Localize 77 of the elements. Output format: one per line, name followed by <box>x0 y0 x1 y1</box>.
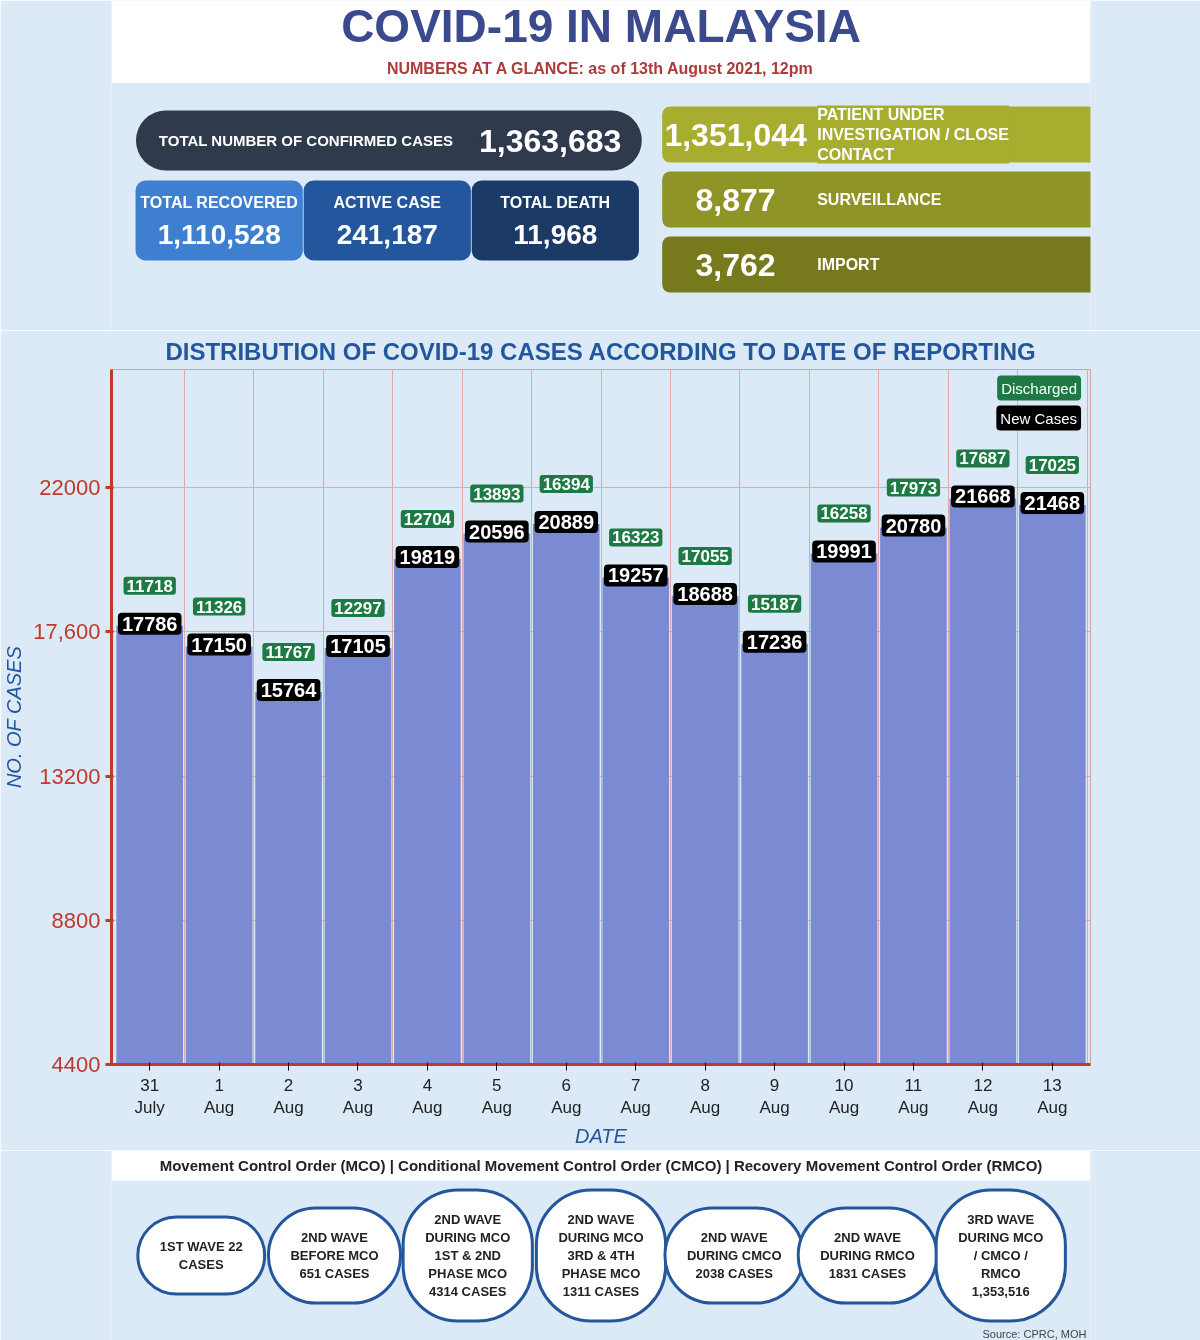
data-label: 19819 <box>399 546 456 569</box>
category-label: TOTAL DEATH <box>500 194 611 211</box>
annotation: 17055 <box>681 547 729 567</box>
category-label: ACTIVE CASE <box>333 194 442 211</box>
x-axis-title: DATE <box>575 1125 628 1148</box>
y-tick-label: 4400 <box>51 1052 101 1077</box>
x-tick-label: 12 Aug <box>967 1075 999 1118</box>
x-tick-label: 2 Aug <box>273 1075 304 1118</box>
text: 1,110,528 <box>157 219 281 250</box>
annotation: 17025 <box>1028 455 1076 475</box>
chart-title: DISTRIBUTION OF COVID-19 CASES ACCORDING TO DATE OF REPORTING <box>165 337 1036 365</box>
text: 3RD WAVE DURING MCO / CMCO / RMCO 1,353,516 <box>958 1212 1044 1299</box>
text: Movement Control Order (MCO) | Conditional Movement Control Order (CMCO) | Recovery Movement Control Order (RMCO) <box>159 1157 1043 1174</box>
y-axis-title: NO. OF CASES <box>3 645 26 789</box>
annotation: 11767 <box>265 642 312 662</box>
data-label: 21668 <box>955 485 1011 508</box>
annotation: 11326 <box>195 597 243 617</box>
annotation: 16258 <box>820 504 868 524</box>
x-tick-label: 31 July <box>134 1075 166 1118</box>
x-tick-label: 11 Aug <box>898 1075 929 1118</box>
text: 2ND WAVE BEFORE MCO 651 CASES <box>290 1230 379 1281</box>
annotation: Discharged <box>1001 379 1078 397</box>
data-label: 19257 <box>607 564 664 587</box>
source-note: Source: CPRC, MOH <box>982 1327 1087 1340</box>
y-tick-label: 13200 <box>39 763 101 789</box>
data-label: 20596 <box>469 520 525 543</box>
annotation: 17687 <box>959 449 1007 469</box>
text: NUMBERS AT A GLANCE: as of 13th August 2021, 12pm <box>386 60 813 77</box>
data-label: 21468 <box>1024 491 1081 514</box>
data-label: 20780 <box>885 514 942 537</box>
y-tick-label: 8800 <box>51 907 101 933</box>
data-label: 18688 <box>677 583 733 606</box>
x-tick-label: 5 Aug <box>481 1075 512 1118</box>
x-tick-label: 9 Aug <box>759 1075 790 1118</box>
data-label: 17105 <box>330 634 386 657</box>
text: 1ST WAVE 22 CASES <box>159 1239 243 1272</box>
data-label: 17150 <box>191 633 247 656</box>
x-tick-label: 4 Aug <box>412 1075 443 1118</box>
data-label: 19991 <box>816 540 872 563</box>
x-tick-label: 10 Aug <box>828 1075 860 1118</box>
x-tick-label: 1 Aug <box>204 1075 235 1118</box>
text: 241,187 <box>336 219 438 250</box>
text: 8,877 <box>695 181 776 218</box>
data-label: 17786 <box>121 612 178 635</box>
text: 2ND WAVE DURING CMCO 2038 CASES <box>686 1230 782 1281</box>
x-tick-label: 3 Aug <box>342 1075 374 1118</box>
annotation: 12704 <box>403 510 452 530</box>
annotation: 12297 <box>334 598 382 618</box>
text: 2ND WAVE DURING MCO 1ST & 2ND PHASE MCO 4314 CASES <box>425 1212 511 1299</box>
data-label: 17236 <box>746 630 803 653</box>
category-label: TOTAL RECOVERED <box>140 194 298 211</box>
annotation: 13893 <box>473 484 521 504</box>
data-label: 20889 <box>538 510 595 533</box>
x-tick-label: 6 Aug <box>551 1075 582 1118</box>
y-tick-label: 17,600 <box>33 619 101 645</box>
text: 1,351,044 <box>664 116 807 153</box>
category-label: IMPORT <box>817 256 880 273</box>
annotation: 16323 <box>612 528 660 548</box>
text: 1,363,683 <box>479 122 622 159</box>
text: New Cases <box>1000 409 1078 427</box>
annotation: 17973 <box>889 478 938 498</box>
text: 3,762 <box>695 246 776 283</box>
x-tick-label: 7 Aug <box>620 1075 651 1118</box>
x-tick-label: 13 Aug <box>1037 1075 1068 1118</box>
x-tick-label: 8 Aug <box>690 1075 721 1118</box>
annotation: 16394 <box>542 474 591 494</box>
text: 2ND WAVE DURING MCO 3RD & 4TH PHASE MCO 1311 CASES <box>558 1212 644 1299</box>
text: 11,968 <box>513 219 598 250</box>
annotation: 15187 <box>750 594 799 614</box>
category-label: SURVEILLANCE <box>817 191 942 208</box>
category-label: PATIENT UNDER INVESTIGATION / CLOSE CONTACT <box>817 105 1010 164</box>
annotation: 11718 <box>126 576 173 596</box>
y-tick-label: 22000 <box>39 475 101 501</box>
text: COVID-19 IN MALAYSIA <box>341 0 861 52</box>
category-label: TOTAL NUMBER OF CONFIRMED CASES <box>158 132 453 149</box>
data-label: 15764 <box>260 678 318 701</box>
text: 2ND WAVE DURING RMCO 1831 CASES <box>820 1230 915 1281</box>
